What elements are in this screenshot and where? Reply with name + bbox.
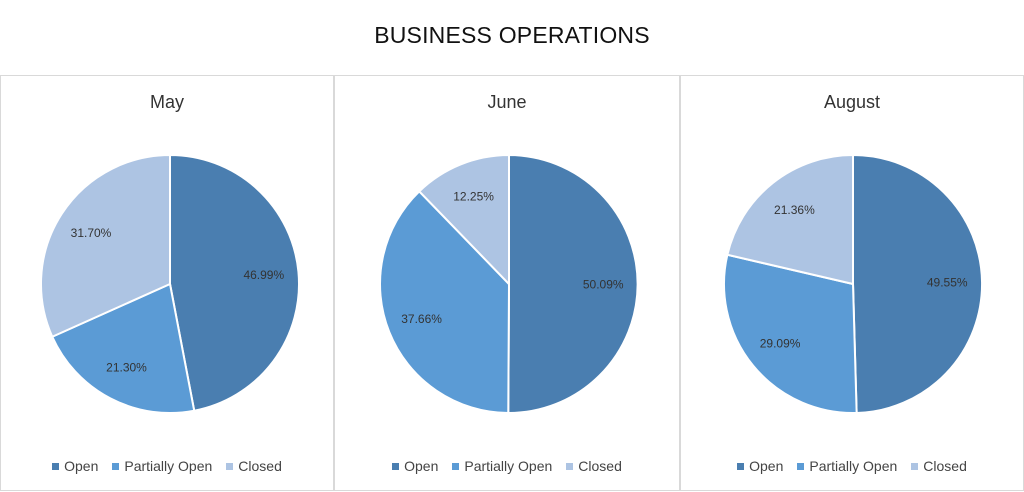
pie-chart-august: 49.55% 29.09% 21.36% <box>723 153 984 414</box>
data-label-may-partially-open: 21.30% <box>106 361 147 375</box>
pie-slice-august-closed <box>726 153 854 286</box>
data-label-june-partially-open: 37.66% <box>401 312 442 326</box>
pie-panel-june: June 50.09% 37.66% 12.25% Open Partially Op… <box>334 75 680 491</box>
data-label-may-closed: 31.70% <box>71 226 112 240</box>
legend-swatch-closed <box>566 462 574 470</box>
legend-entry-august-open: Open <box>737 458 783 474</box>
chart-main-title: BUSINESS OPERATIONS <box>374 22 650 48</box>
legend-label-open: Open <box>64 458 99 474</box>
legend-june: Open Partially Open Closed <box>335 458 679 474</box>
legend-swatch-closed <box>226 462 234 470</box>
legend-label-closed: Closed <box>923 458 967 474</box>
pie-title-august: August <box>823 92 881 112</box>
legend-swatch-partially-open <box>112 462 120 470</box>
legend-entry-may-closed: Closed <box>226 458 282 474</box>
legend-label-partially-open: Partially Open <box>124 458 213 474</box>
pie-slice-may-open <box>169 153 300 412</box>
legend-entry-may-partially-open: Partially Open <box>112 458 212 474</box>
legend-entry-august-closed: Closed <box>911 458 967 474</box>
legend-august: Open Partially Open Closed <box>681 458 1023 474</box>
legend-label-closed: Closed <box>578 458 622 474</box>
legend-entry-june-partially-open: Partially Open <box>452 458 552 474</box>
pie-panel-august: August 49.55% 29.09% 21.36% Open Partially … <box>680 75 1024 491</box>
data-label-june-closed: 12.25% <box>453 190 494 204</box>
data-label-august-partially-open: 29.09% <box>760 337 801 351</box>
data-label-august-closed: 21.36% <box>774 203 815 217</box>
legend-entry-june-closed: Closed <box>566 458 622 474</box>
legend-entry-august-partially-open: Partially Open <box>797 458 897 474</box>
pie-title-may: May <box>149 92 184 112</box>
legend-label-open: Open <box>404 458 439 474</box>
pie-slice-may-closed <box>39 153 171 339</box>
pie-chart-may: 46.99% 21.30% 31.70% <box>39 153 300 414</box>
pie-slice-august-open <box>852 153 984 414</box>
legend-swatch-partially-open <box>797 462 805 470</box>
legend-swatch-partially-open <box>452 462 460 470</box>
legend-swatch-open <box>52 462 60 470</box>
pie-title-june: June <box>487 92 527 112</box>
pie-slice-august-partially-open <box>723 253 858 414</box>
pie-chart-june: 50.09% 37.66% 12.25% <box>379 153 639 415</box>
legend-entry-june-open: Open <box>392 458 438 474</box>
legend-swatch-open <box>737 462 745 470</box>
pie-slice-june-closed <box>417 153 510 287</box>
pie-slice-june-open <box>507 153 639 415</box>
legend-label-partially-open: Partially Open <box>809 458 898 474</box>
legend-swatch-open <box>392 462 400 470</box>
data-label-may-open: 46.99% <box>243 268 284 282</box>
pie-slice-june-partially-open <box>379 189 511 415</box>
legend-swatch-closed <box>911 462 919 470</box>
pie-slice-may-partially-open <box>50 282 196 414</box>
legend-label-open: Open <box>749 458 784 474</box>
legend-label-partially-open: Partially Open <box>464 458 553 474</box>
pie-panel-may: May 46.99% 21.30% 31.70% Open Partially Ope… <box>0 75 334 491</box>
legend-may: Open Partially Open Closed <box>1 458 333 474</box>
legend-label-closed: Closed <box>238 458 282 474</box>
data-label-june-open: 50.09% <box>583 277 624 291</box>
legend-entry-may-open: Open <box>52 458 98 474</box>
data-label-august-open: 49.55% <box>927 276 968 290</box>
